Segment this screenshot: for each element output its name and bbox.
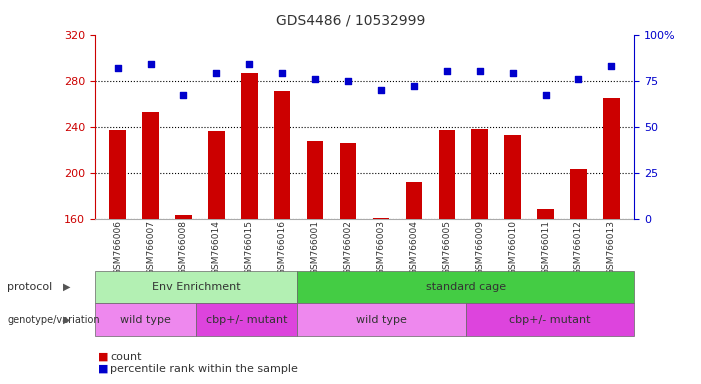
Point (375, 87, 386, 93)
Point (343, 78, 354, 84)
Text: ▶: ▶ (63, 314, 71, 325)
Point (474, 68, 485, 74)
Text: ▶: ▶ (63, 282, 71, 292)
Text: protocol: protocol (7, 282, 53, 292)
Bar (603, 98, 620, 219)
Point (244, 61, 255, 67)
Bar (340, 143, 356, 219)
Point (441, 68, 452, 74)
Text: cbp+/- mutant: cbp+/- mutant (510, 314, 591, 325)
Bar (505, 135, 521, 219)
Point (408, 83, 419, 89)
Point (540, 92, 551, 98)
Bar (175, 215, 192, 219)
Bar (241, 73, 257, 219)
Point (606, 63, 617, 69)
Point (573, 76, 584, 82)
Bar (439, 130, 455, 219)
Text: standard cage: standard cage (426, 282, 506, 292)
Bar (142, 112, 159, 219)
Point (507, 70, 518, 76)
Point (310, 76, 321, 82)
Text: Env Enrichment: Env Enrichment (151, 282, 240, 292)
Text: wild type: wild type (120, 314, 170, 325)
Bar (537, 209, 554, 219)
Bar (109, 130, 126, 219)
Text: percentile rank within the sample: percentile rank within the sample (110, 364, 298, 374)
Text: genotype/variation: genotype/variation (7, 314, 100, 325)
Point (145, 61, 156, 67)
Bar (208, 131, 224, 219)
Bar (307, 141, 323, 219)
Text: ■: ■ (98, 364, 109, 374)
Text: GDS4486 / 10532999: GDS4486 / 10532999 (275, 13, 426, 27)
Bar (373, 218, 389, 219)
Bar (274, 91, 290, 219)
Bar (406, 182, 422, 219)
Bar (570, 169, 587, 219)
Point (211, 70, 222, 76)
Text: count: count (110, 352, 142, 362)
Point (178, 92, 189, 98)
Text: ■: ■ (98, 352, 109, 362)
Text: cbp+/- mutant: cbp+/- mutant (205, 314, 287, 325)
Point (277, 70, 288, 76)
Point (112, 65, 123, 71)
Bar (472, 129, 488, 219)
Text: wild type: wild type (356, 314, 407, 325)
